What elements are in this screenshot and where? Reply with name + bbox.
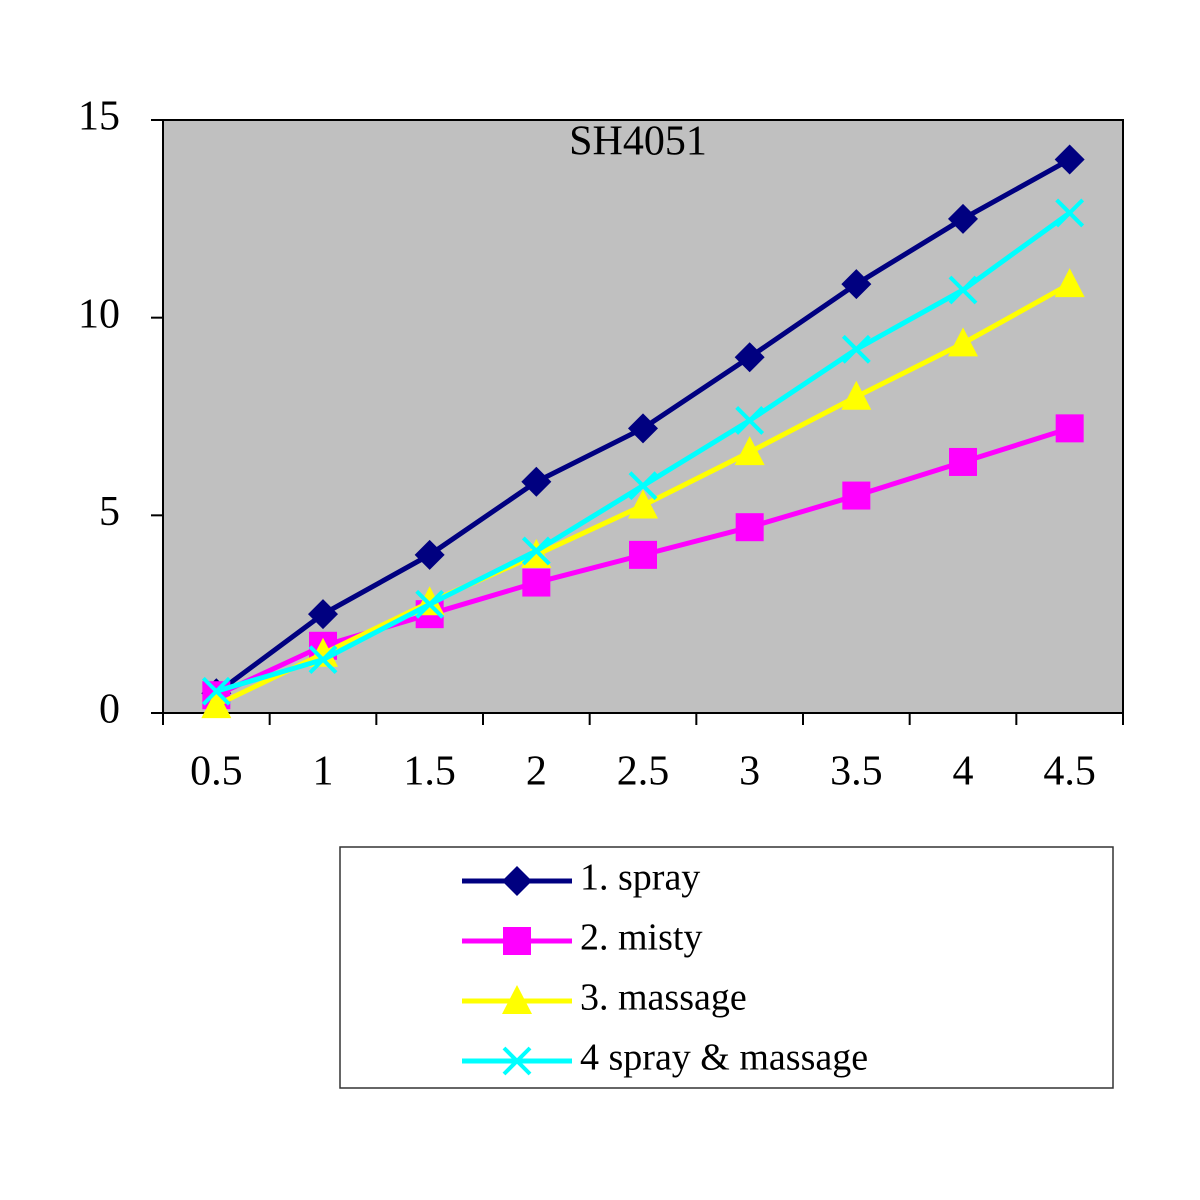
data-point	[841, 334, 871, 364]
data-point	[841, 380, 872, 410]
data-point	[734, 342, 765, 373]
x-tick-label: 3	[739, 749, 760, 795]
legend-label: 4 spray & massage	[580, 1037, 868, 1079]
data-point	[1054, 268, 1085, 298]
x-tick-label: 4	[953, 749, 974, 795]
data-point	[1055, 414, 1084, 443]
data-point	[948, 327, 978, 357]
data-point	[414, 539, 445, 570]
data-point	[842, 481, 871, 510]
legend-marker	[502, 985, 532, 1014]
data-point	[841, 269, 872, 300]
data-point	[735, 406, 765, 435]
chart-title: SH4051	[569, 119, 707, 165]
data-point	[949, 447, 977, 476]
data-point	[735, 513, 764, 542]
data-point	[201, 676, 231, 706]
data-point	[628, 413, 658, 444]
y-tick-label: 15	[78, 94, 120, 140]
legend	[339, 846, 1114, 1089]
y-tick-label: 10	[78, 291, 120, 337]
y-tick-label: 0	[99, 687, 120, 733]
y-tick-label: 5	[99, 489, 120, 535]
data-point	[948, 275, 978, 305]
data-point	[628, 489, 658, 519]
legend-label: 3. massage	[580, 977, 747, 1019]
x-tick-label: 4.5	[1043, 749, 1096, 795]
x-tick-label: 1	[313, 749, 334, 795]
legend-label: 1. spray	[580, 857, 700, 899]
x-tick-label: 2	[526, 749, 547, 795]
data-point	[308, 599, 338, 630]
data-point	[734, 436, 765, 466]
x-tick-label: 0.5	[190, 749, 243, 795]
legend-label: 2. misty	[580, 917, 702, 959]
legend-marker	[503, 927, 531, 955]
data-point	[521, 466, 552, 497]
data-point	[415, 589, 445, 619]
data-point	[1055, 198, 1085, 228]
data-point	[948, 203, 978, 234]
data-point	[522, 568, 551, 597]
data-point	[628, 471, 658, 501]
legend-marker	[502, 1046, 532, 1076]
data-point	[201, 689, 232, 719]
data-point	[1054, 144, 1085, 175]
legend-marker	[502, 866, 532, 896]
data-point	[629, 540, 657, 569]
data-point	[308, 645, 338, 675]
x-tick-label: 3.5	[830, 749, 883, 795]
x-tick-label: 1.5	[403, 749, 456, 795]
data-point	[521, 536, 551, 566]
x-tick-label: 2.5	[617, 749, 670, 795]
